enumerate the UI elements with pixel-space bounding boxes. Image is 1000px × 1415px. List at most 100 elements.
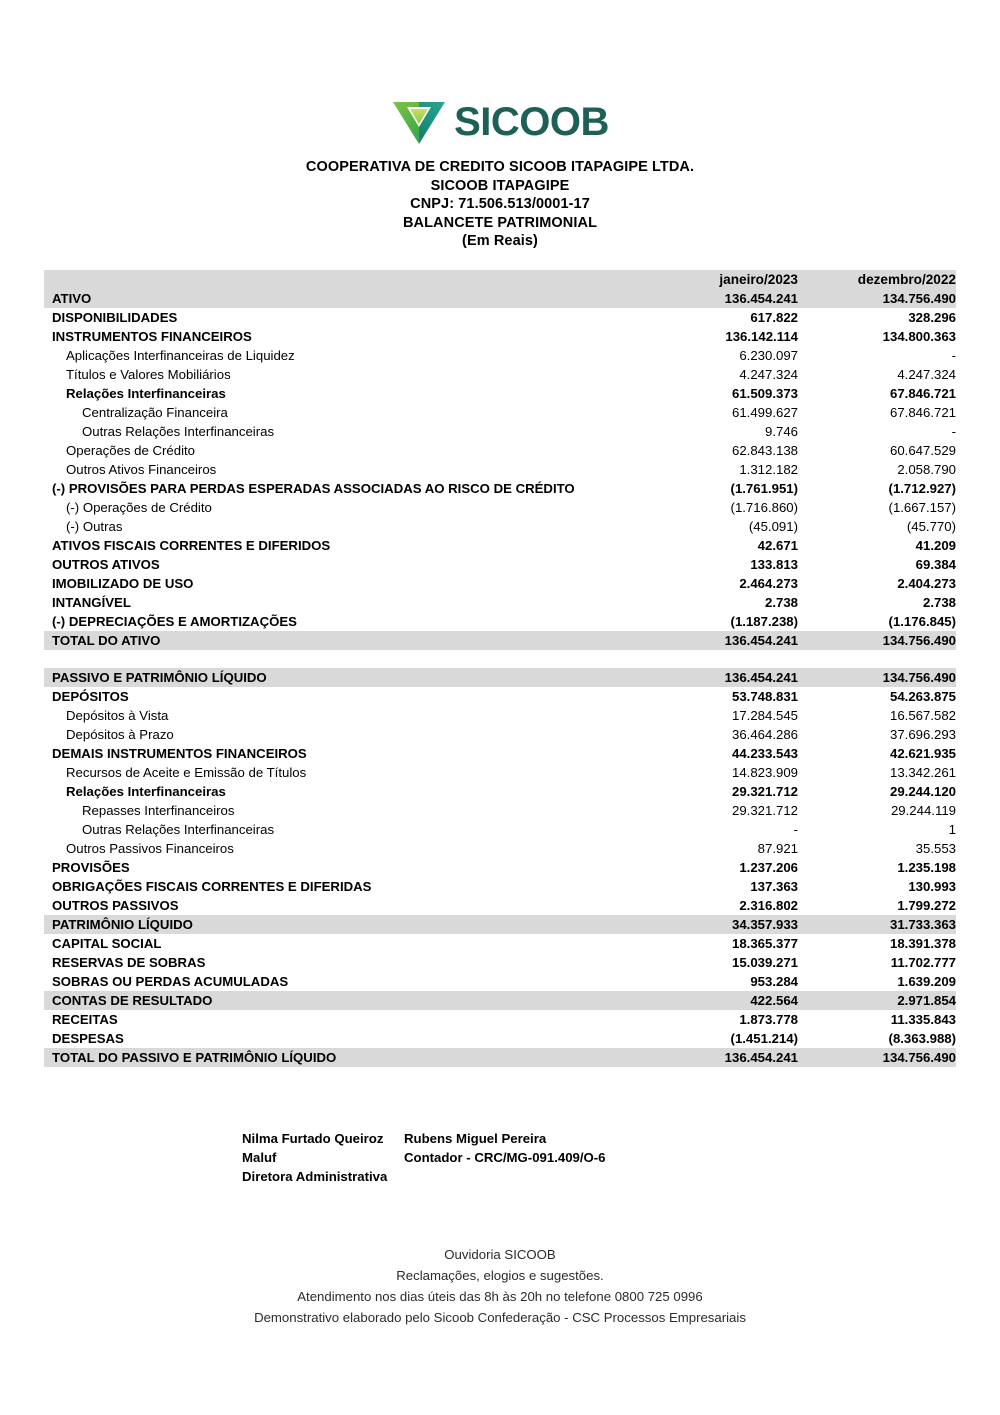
row-label: OBRIGAÇÕES FISCAIS CORRENTES E DIFERIDAS bbox=[52, 878, 372, 894]
row-label: Relações Interfinanceiras bbox=[66, 783, 226, 799]
row-value-current: 133.813 bbox=[750, 556, 798, 572]
table-row: Títulos e Valores Mobiliários 4.247.324 4.… bbox=[44, 365, 956, 384]
row-value-current: 61.509.373 bbox=[731, 385, 798, 401]
row-label: Depósitos à Vista bbox=[66, 707, 169, 723]
table-row: Outras Relações Interfinanceiras - 1 bbox=[44, 820, 956, 839]
row-value-current: 14.823.909 bbox=[731, 764, 798, 780]
row-value-current: 34.357.933 bbox=[640, 914, 798, 934]
row-value-previous: - bbox=[951, 423, 956, 439]
footer-ombudsman-title: Ouvidoria SICOOB bbox=[444, 1246, 556, 1262]
row-value-current: 136.454.241 bbox=[640, 667, 798, 687]
row-value-previous: 16.567.582 bbox=[889, 707, 956, 723]
row-label: Outras Relações Interfinanceiras bbox=[82, 423, 275, 439]
row-label: DEMAIS INSTRUMENTOS FINANCEIROS bbox=[52, 745, 307, 761]
row-value-previous: (8.363.988) bbox=[888, 1030, 956, 1046]
row-label: PATRIMÔNIO LÍQUIDO bbox=[44, 914, 640, 934]
table-row: Depósitos à Prazo 36.464.286 37.696.293 bbox=[44, 725, 956, 744]
table-row: (-) Outras (45.091) (45.770) bbox=[44, 517, 956, 536]
section-spacer-row bbox=[44, 649, 956, 668]
row-value-current: 18.365.377 bbox=[731, 935, 798, 951]
row-value-previous: 31.733.363 bbox=[798, 914, 956, 934]
table-row: CAPITAL SOCIAL 18.365.377 18.391.378 bbox=[44, 934, 956, 953]
table-row: DESPESAS (1.451.214) (8.363.988) bbox=[44, 1029, 956, 1048]
table-row: RECEITAS 1.873.778 11.335.843 bbox=[44, 1010, 956, 1029]
table-row: PATRIMÔNIO LÍQUIDO 34.357.933 31.733.363 bbox=[44, 914, 956, 934]
row-value-previous: 54.263.875 bbox=[889, 688, 956, 704]
row-label: INSTRUMENTOS FINANCEIROS bbox=[52, 328, 252, 344]
report-title: BALANCETE PATRIMONIAL bbox=[402, 214, 598, 231]
row-value-previous: (1.176.845) bbox=[888, 613, 956, 629]
row-value-current: 29.321.712 bbox=[731, 802, 798, 818]
document-title-block: COOPERATIVA DE CREDITO SICOOB ITAPAGIPE … bbox=[0, 158, 1000, 251]
table-row: (-) PROVISÕES PARA PERDAS ESPERADAS ASSO… bbox=[44, 479, 956, 498]
row-value-current: 136.454.241 bbox=[640, 630, 798, 650]
row-label: DEPÓSITOS bbox=[52, 688, 129, 704]
row-value-previous: - bbox=[951, 347, 956, 363]
row-label: Repasses Interfinanceiros bbox=[82, 802, 235, 818]
row-value-previous: 18.391.378 bbox=[889, 935, 956, 951]
balance-sheet-table: janeiro/2023 dezembro/2022 ATIVO 136.454.… bbox=[44, 269, 956, 1067]
row-value-previous: 134.756.490 bbox=[798, 667, 956, 687]
row-label: PASSIVO E PATRIMÔNIO LÍQUIDO bbox=[44, 667, 640, 687]
balance-sheet: janeiro/2023 dezembro/2022 ATIVO 136.454.… bbox=[44, 269, 956, 1067]
row-label: Outras Relações Interfinanceiras bbox=[82, 821, 275, 837]
row-label: Depósitos à Prazo bbox=[66, 726, 174, 742]
row-value-previous: (1.712.927) bbox=[888, 480, 956, 496]
table-row: Centralização Financeira 61.499.627 67.846… bbox=[44, 403, 956, 422]
row-value-current: 15.039.271 bbox=[731, 954, 798, 970]
signature-role: Diretora Administrativa bbox=[242, 1168, 388, 1184]
row-value-previous: 130.993 bbox=[908, 878, 956, 894]
row-value-previous: 134.756.490 bbox=[798, 288, 956, 308]
table-row: Relações Interfinanceiras 61.509.373 67.84… bbox=[44, 384, 956, 403]
row-value-previous: 11.702.777 bbox=[890, 954, 956, 970]
row-value-current: 87.921 bbox=[757, 840, 798, 856]
table-row: INSTRUMENTOS FINANCEIROS 136.142.114 134.8… bbox=[44, 327, 956, 346]
row-value-current: (45.091) bbox=[748, 518, 798, 534]
row-value-current: 62.843.138 bbox=[731, 442, 798, 458]
row-label: TOTAL DO ATIVO bbox=[44, 630, 640, 650]
footer-ombudsman-desc: Reclamações, elogios e sugestões. bbox=[396, 1267, 604, 1283]
row-value-previous: 60.647.529 bbox=[889, 442, 956, 458]
table-row: OUTROS PASSIVOS 2.316.802 1.799.272 bbox=[44, 896, 956, 915]
sicoob-logo: SICOOB bbox=[391, 98, 609, 146]
row-label: Relações Interfinanceiras bbox=[66, 385, 226, 401]
table-row: (-) DEPRECIAÇÕES E AMORTIZAÇÕES (1.187.23… bbox=[44, 612, 956, 631]
table-row: Recursos de Aceite e Emissão de Títulos 1… bbox=[44, 763, 956, 782]
row-value-current: 42.671 bbox=[757, 537, 798, 553]
row-value-current: 36.464.286 bbox=[731, 726, 798, 742]
table-row: DISPONIBILIDADES 617.822 328.296 bbox=[44, 308, 956, 327]
row-value-previous: 35.553 bbox=[915, 840, 956, 856]
row-value-previous: 2.404.273 bbox=[897, 575, 956, 591]
table-row: OUTROS ATIVOS 133.813 69.384 bbox=[44, 555, 956, 574]
signature-director: Nilma Furtado Queiroz Maluf Diretora Adm… bbox=[44, 1129, 404, 1186]
table-row: Repasses Interfinanceiros 29.321.712 29.24… bbox=[44, 801, 956, 820]
row-label: Recursos de Aceite e Emissão de Títulos bbox=[66, 764, 307, 780]
column-header-label bbox=[44, 269, 640, 289]
table-row: Relações Interfinanceiras 29.321.712 29.24… bbox=[44, 782, 956, 801]
row-label: ATIVO bbox=[44, 288, 640, 308]
row-value-current: (1.761.951) bbox=[730, 480, 798, 496]
company-name: COOPERATIVA DE CREDITO SICOOB ITAPAGIPE … bbox=[305, 159, 695, 175]
row-label: OUTROS PASSIVOS bbox=[52, 897, 179, 913]
row-label: ATIVOS FISCAIS CORRENTES E DIFERIDOS bbox=[52, 537, 331, 553]
row-value-previous: 1.799.272 bbox=[897, 897, 956, 913]
row-value-current: 1.237.206 bbox=[739, 859, 798, 875]
table-row: (-) Operações de Crédito (1.716.860) (1.66… bbox=[44, 498, 956, 517]
row-label: (-) DEPRECIAÇÕES E AMORTIZAÇÕES bbox=[52, 613, 297, 629]
row-label: TOTAL DO PASSIVO E PATRIMÔNIO LÍQUIDO bbox=[44, 1047, 640, 1067]
row-label: SOBRAS OU PERDAS ACUMULADAS bbox=[52, 973, 289, 989]
row-value-current: 1.312.182 bbox=[739, 461, 798, 477]
table-row: SOBRAS OU PERDAS ACUMULADAS 953.284 1.639.… bbox=[44, 972, 956, 991]
table-row: Outras Relações Interfinanceiras 9.746 - bbox=[44, 422, 956, 441]
row-value-previous: 42.621.935 bbox=[889, 745, 956, 761]
signature-block: Nilma Furtado Queiroz Maluf Diretora Adm… bbox=[44, 1129, 956, 1186]
row-value-previous: 2.971.854 bbox=[798, 990, 956, 1010]
row-label: DISPONIBILIDADES bbox=[52, 309, 178, 325]
row-value-current: 136.454.241 bbox=[640, 288, 798, 308]
table-row: CONTAS DE RESULTADO 422.564 2.971.854 bbox=[44, 990, 956, 1010]
row-value-current: 6.230.097 bbox=[739, 347, 798, 363]
row-value-previous: 13.342.261 bbox=[889, 764, 956, 780]
row-label: (-) PROVISÕES PARA PERDAS ESPERADAS ASSO… bbox=[52, 480, 575, 496]
row-label: RECEITAS bbox=[52, 1011, 118, 1027]
row-value-current: 2.316.802 bbox=[739, 897, 798, 913]
